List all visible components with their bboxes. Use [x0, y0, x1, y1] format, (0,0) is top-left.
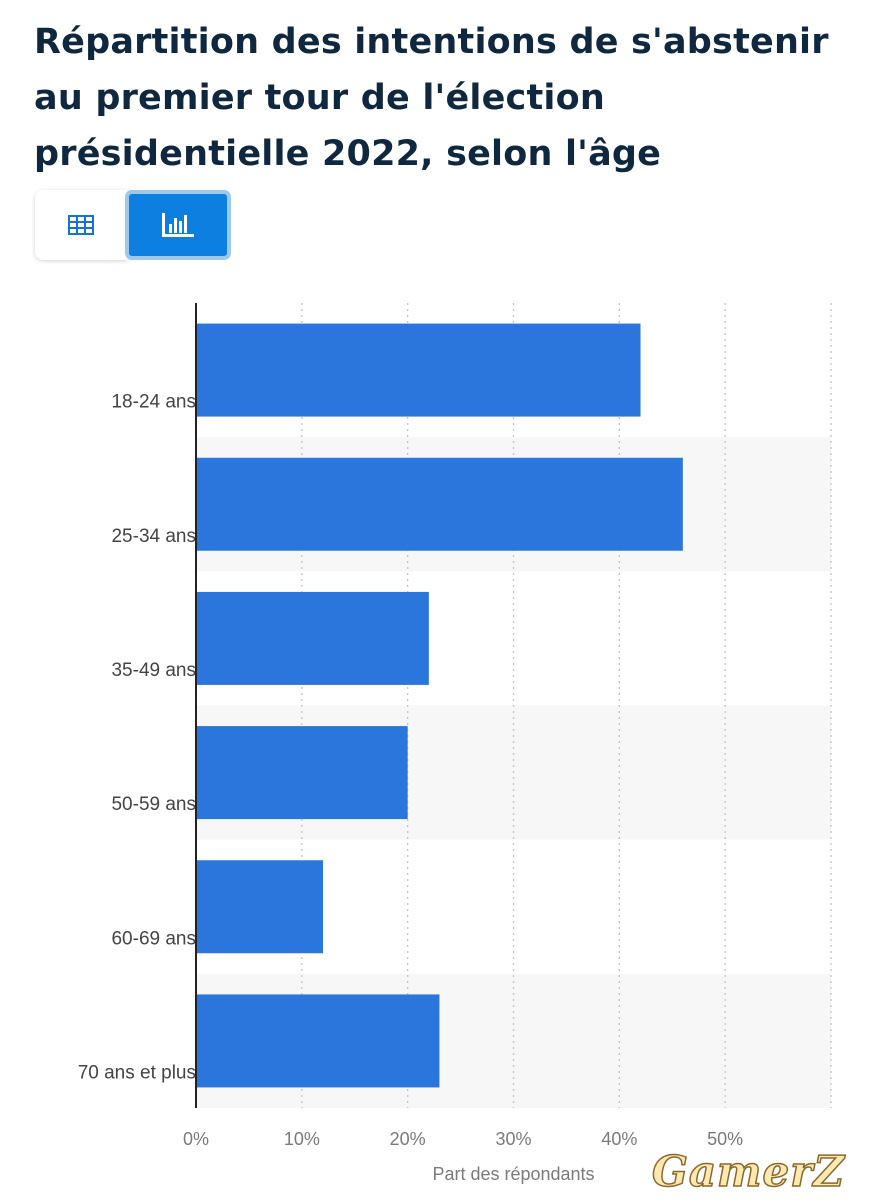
- bar-chart-icon: [162, 213, 194, 237]
- chart-view-button[interactable]: [125, 190, 231, 260]
- bar-3: [196, 591, 429, 685]
- bar-chart: 18-24 ans 25-34 ans 35-49 ans 50-59 ans 60-6…: [78, 303, 832, 1184]
- view-toggle: [35, 190, 231, 260]
- table-icon: [68, 215, 94, 235]
- bar-6: [196, 994, 440, 1088]
- chart-title: Répartition des intentions de s'abstenir…: [34, 22, 829, 174]
- x-tick-label: 0%: [183, 1129, 209, 1149]
- category-label: 35-49 ans: [111, 660, 196, 681]
- x-tick-label: 30%: [495, 1129, 531, 1149]
- x-tick-label: 40%: [601, 1129, 637, 1149]
- table-view-button[interactable]: [35, 190, 127, 260]
- category-label: 60-69 ans: [111, 928, 196, 949]
- category-label: 50-59 ans: [111, 794, 196, 815]
- bar-5: [196, 860, 323, 954]
- category-label: 18-24 ans: [111, 392, 196, 413]
- chart-area: 18-24 ans 25-34 ans 35-49 ans 50-59 ans 60-6…: [0, 280, 873, 1200]
- x-tick-label: 50%: [707, 1129, 743, 1149]
- bar-2: [196, 457, 683, 551]
- bar-4: [196, 726, 408, 820]
- bar-1: [196, 323, 641, 417]
- x-axis-title: Part des répondants: [432, 1164, 594, 1184]
- watermark: GamerZ: [651, 1146, 845, 1197]
- category-label: 25-34 ans: [111, 526, 196, 547]
- category-label: 70 ans et plus: [78, 1062, 196, 1083]
- x-tick-label: 20%: [390, 1129, 426, 1149]
- x-tick-label: 10%: [284, 1129, 320, 1149]
